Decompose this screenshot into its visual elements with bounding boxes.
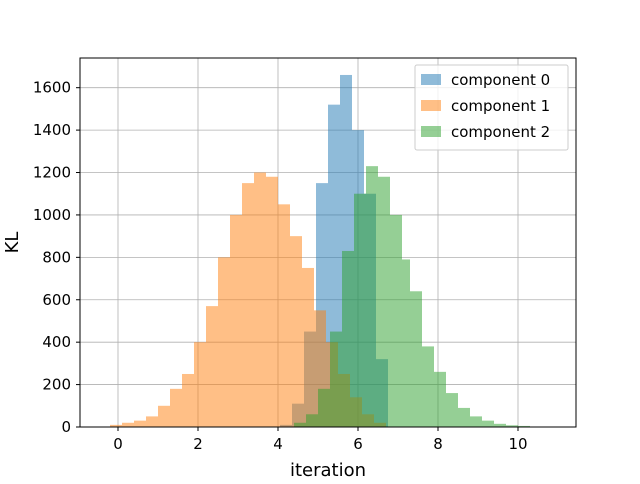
histogram-bar — [318, 388, 330, 427]
y-tick-label: 1200 — [33, 164, 71, 182]
histogram-bar — [390, 214, 402, 427]
y-tick-label: 200 — [42, 376, 71, 394]
histogram-bar — [470, 416, 482, 427]
legend: component 0 component 1 component 2 — [414, 64, 569, 151]
legend-label-component-1: component 1 — [451, 97, 550, 115]
legend-entry: component 2 — [421, 123, 550, 141]
legend-swatch-component-1 — [421, 100, 441, 111]
histogram-bar — [342, 250, 354, 427]
series-2-bars — [294, 166, 530, 428]
histogram-bar — [458, 407, 470, 427]
histogram-bar — [518, 425, 530, 427]
y-tick-label: 1000 — [33, 206, 71, 224]
histogram-bar — [422, 346, 434, 427]
histogram-bar — [434, 371, 446, 427]
histogram-bar — [230, 214, 242, 427]
y-tick-label: 1600 — [33, 79, 71, 97]
histogram-bar — [146, 416, 158, 427]
x-axis-label: iteration — [290, 460, 366, 480]
legend-label-component-2: component 2 — [451, 123, 550, 141]
histogram-bar — [110, 424, 122, 427]
y-tick-label: 0 — [61, 418, 71, 436]
legend-swatch-component-2 — [421, 126, 441, 137]
axis-ticks: 0 2 4 6 8 10 0 200 400 600 800 1000 1200 1400 1600 — [33, 79, 528, 453]
x-tick-label: 8 — [433, 435, 443, 453]
histogram-bar — [366, 166, 378, 428]
histogram-bar — [170, 388, 182, 427]
histogram-bar — [302, 267, 314, 427]
legend-label-component-0: component 0 — [451, 71, 550, 89]
y-tick-label: 1400 — [33, 121, 71, 139]
histogram-bar — [294, 422, 306, 427]
histogram-bar — [494, 423, 506, 427]
legend-entry: component 0 — [421, 71, 550, 89]
histogram-bar — [402, 259, 410, 427]
plot-frame — [79, 57, 577, 428]
x-tick-label: 10 — [508, 435, 527, 453]
histogram-bar — [354, 193, 366, 427]
histogram-bar — [182, 373, 194, 427]
histogram-bar — [278, 204, 290, 427]
histogram-bar — [158, 405, 170, 427]
x-tick-label: 0 — [113, 435, 123, 453]
histogram-bar — [242, 183, 254, 427]
histogram-bar — [194, 342, 206, 427]
y-tick-label: 800 — [42, 248, 71, 266]
y-axis-label: KL — [2, 232, 23, 254]
histogram-bar — [290, 236, 302, 427]
histogram-bar — [378, 176, 390, 427]
histogram-bar — [506, 425, 518, 427]
x-tick-label: 4 — [273, 435, 283, 453]
histogram-bar — [410, 291, 422, 427]
x-tick-label: 2 — [193, 435, 203, 453]
y-tick-label: 600 — [42, 291, 71, 309]
y-tick-label: 400 — [42, 333, 71, 351]
histogram-bar — [218, 257, 230, 427]
legend-entry: component 1 — [421, 97, 550, 115]
legend-box — [414, 64, 569, 151]
histogram-bar — [306, 414, 318, 427]
histogram-bar — [254, 172, 266, 427]
bars-layer — [110, 74, 530, 428]
legend-swatch-component-0 — [421, 74, 441, 85]
histogram-bar — [266, 176, 278, 427]
x-tick-label: 6 — [353, 435, 363, 453]
histogram-bar — [206, 306, 218, 427]
histogram-bar — [482, 420, 494, 427]
histogram-bar — [330, 331, 342, 427]
histogram-bar — [122, 422, 134, 427]
histogram-bar — [134, 420, 146, 427]
histogram-bar — [446, 393, 458, 427]
